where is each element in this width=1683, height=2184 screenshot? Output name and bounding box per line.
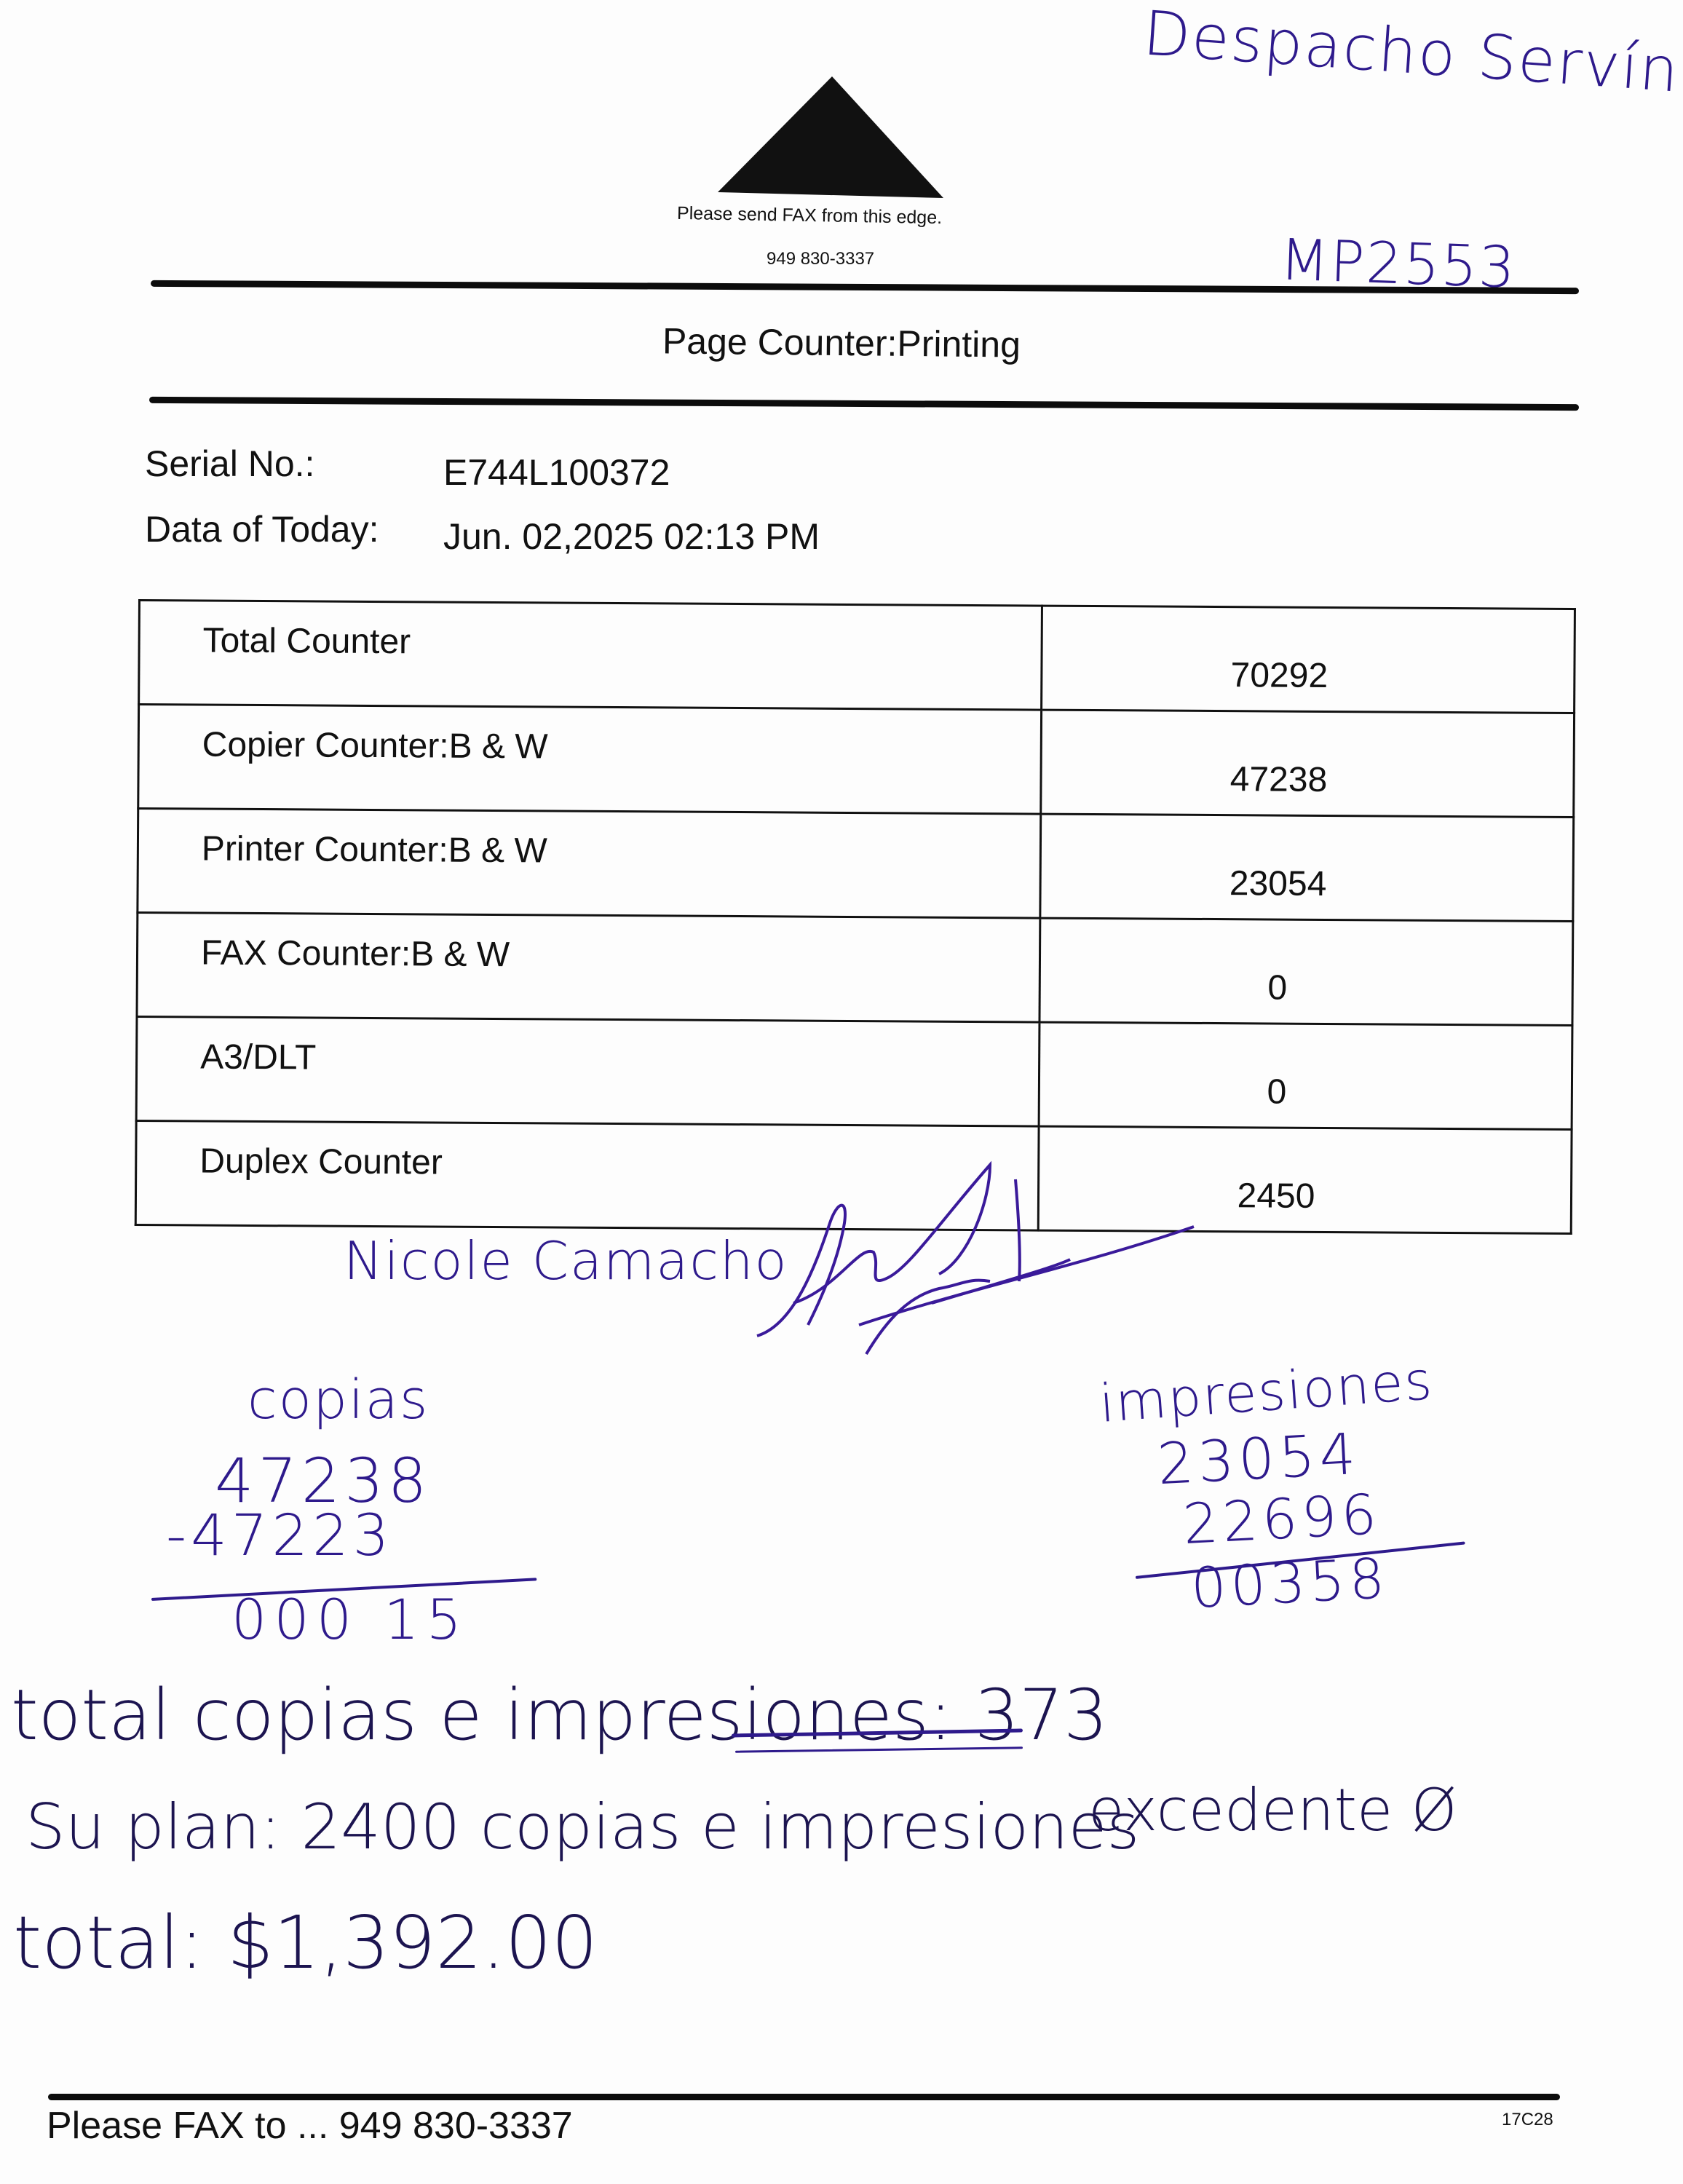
triangle-up-icon: [718, 76, 943, 198]
counter-label: Copier Counter:B & W: [138, 704, 1042, 815]
fax-edge-note: Please send FAX from this edge.: [676, 202, 943, 229]
counter-label: FAX Counter:B & W: [136, 912, 1040, 1023]
divider-title: [148, 396, 1580, 411]
total-amount: total: $1,392.00: [13, 1900, 598, 1985]
counter-value: 0: [1039, 1022, 1572, 1130]
copias-previous: -47223: [166, 1503, 394, 1569]
serial-label: Serial No.:: [145, 443, 315, 484]
counter-value: 23054: [1040, 814, 1574, 922]
counter-label: Printer Counter:B & W: [137, 808, 1041, 919]
handwritten-client-name: Despacho Servín: [1141, 0, 1682, 106]
total-line: total copias e impresiones: 373: [11, 1674, 1109, 1756]
fax-number: 949 830-3337: [767, 249, 875, 269]
counter-label: Total Counter: [138, 600, 1042, 711]
table-row: Copier Counter:B & W 47238: [138, 704, 1575, 818]
divider-footer: [48, 2094, 1560, 2100]
impresiones-result: 00358: [1189, 1545, 1390, 1621]
page-title: Page Counter:Printing: [662, 320, 1021, 365]
footer-fax-to: Please FAX to ... 949 830-3337: [47, 2105, 573, 2147]
handwritten-name: Nicole Camacho: [344, 1230, 788, 1291]
serial-value: E744L100372: [443, 452, 670, 493]
date-label: Data of Today:: [145, 509, 379, 550]
signature: [756, 1160, 1195, 1356]
copias-current: 47238: [215, 1445, 432, 1516]
excedente: excedente Ø: [1088, 1776, 1457, 1844]
table-row: Total Counter 70292: [138, 600, 1575, 713]
counter-value: 47238: [1040, 710, 1575, 818]
table-row: A3/DLT 0: [136, 1016, 1572, 1130]
table-row: Printer Counter:B & W 23054: [137, 808, 1574, 922]
counter-value: 0: [1039, 918, 1573, 1026]
counter-label: A3/DLT: [136, 1016, 1040, 1127]
counter-value: 70292: [1041, 606, 1575, 713]
date-value: Jun. 02,2025 02:13 PM: [443, 516, 820, 557]
plan-line: Su plan: 2400 copias e impresiones: [25, 1791, 1140, 1864]
footer-code: 17C28: [1502, 2110, 1553, 2129]
copias-result: 000 15: [231, 1587, 469, 1652]
copias-title: copias: [248, 1369, 429, 1431]
impresiones-previous: 22696: [1181, 1481, 1382, 1557]
